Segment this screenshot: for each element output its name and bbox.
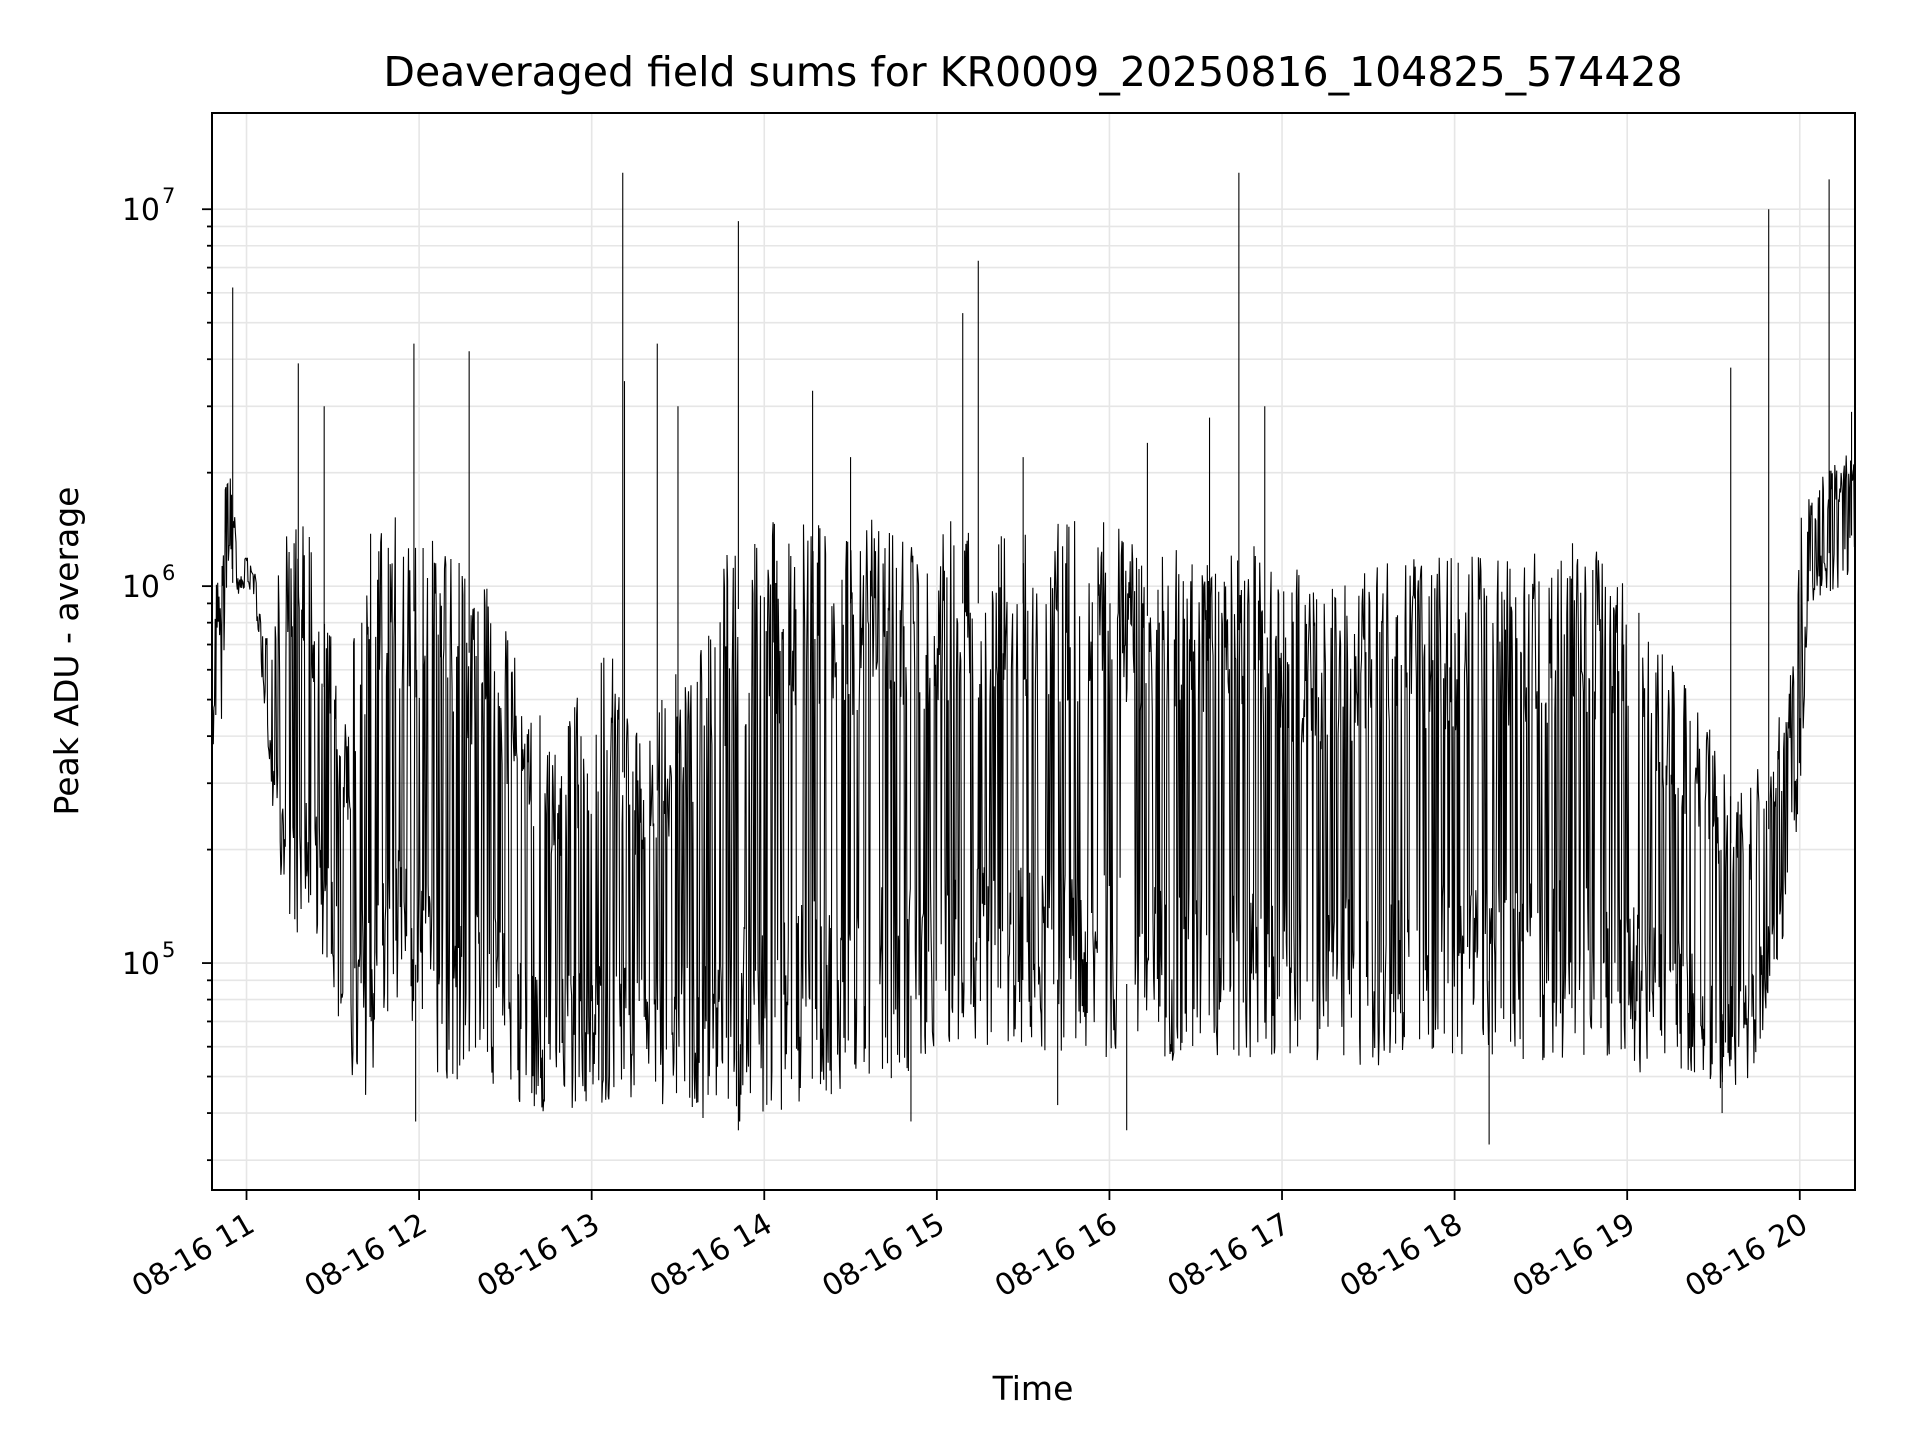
y-tick-label: 10: [122, 193, 160, 228]
y-tick-base: 10: [122, 947, 160, 982]
y-tick-exponent: 5: [162, 938, 175, 962]
y-tick-label: 10: [122, 947, 160, 982]
series-line: [211, 172, 1856, 1145]
chart-title: Deaveraged field sums for KR0009_2025081…: [383, 48, 1682, 96]
y-tick-base: 10: [122, 193, 160, 228]
x-axis-label: Time: [992, 1369, 1074, 1408]
y-tick-exponent: 7: [162, 184, 175, 208]
y-tick-base: 10: [122, 570, 160, 605]
series-trace: [211, 455, 1856, 1122]
y-axis-label: Peak ADU - average: [47, 487, 86, 816]
y-tick-label: 10: [122, 570, 160, 605]
y-tick-exponent: 6: [162, 561, 175, 585]
plot-frame: [211, 112, 1856, 1191]
